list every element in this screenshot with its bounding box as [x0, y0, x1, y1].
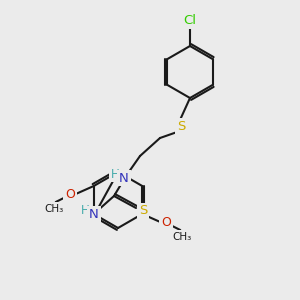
Text: S: S — [177, 119, 185, 133]
Text: O: O — [161, 215, 171, 229]
Text: Cl: Cl — [184, 14, 196, 28]
Text: N: N — [89, 208, 99, 220]
Text: CH₃: CH₃ — [172, 232, 192, 242]
Text: CH₃: CH₃ — [44, 204, 63, 214]
Text: H: H — [111, 167, 119, 181]
Text: S: S — [139, 205, 147, 218]
Text: H: H — [81, 203, 89, 217]
Text: N: N — [119, 172, 129, 184]
Text: O: O — [65, 188, 75, 200]
